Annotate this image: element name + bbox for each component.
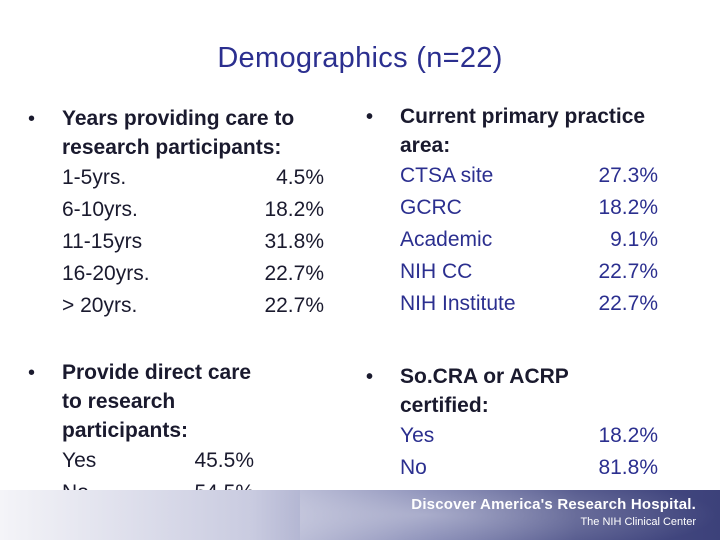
certification-block: • So.CRA or ACRP certified: Yes 18.2% No 8… — [366, 362, 658, 484]
years-heading-line: • Years providing care to research parti… — [28, 104, 324, 162]
list-item: 1-5yrs. 4.5% — [28, 162, 324, 194]
list-item: GCRC 18.2% — [366, 192, 658, 224]
list-item: No 81.8% — [366, 452, 658, 484]
list-item: > 20yrs. 22.7% — [28, 290, 324, 322]
row-value: 22.7% — [598, 260, 658, 283]
list-item: 16-20yrs. 22.7% — [28, 258, 324, 290]
certification-heading: So.CRA or ACRP certified: — [400, 365, 569, 417]
row-label: CTSA site — [400, 164, 494, 187]
list-item: Yes 45.5% — [28, 445, 254, 477]
row-value: 81.8% — [598, 456, 658, 479]
list-item: Yes 18.2% — [366, 420, 658, 452]
list-item: NIH Institute 22.7% — [366, 288, 658, 320]
bullet-icon: • — [366, 106, 374, 128]
row-value: 9.1% — [610, 228, 658, 251]
row-value: 31.8% — [264, 230, 324, 253]
row-value: 45.5% — [194, 449, 254, 472]
row-label: 1-5yrs. — [62, 166, 127, 189]
list-item: 11-15yrs 31.8% — [28, 226, 324, 258]
row-label: NIH CC — [400, 260, 473, 283]
row-label: Yes — [400, 424, 435, 447]
practice-heading-line: • Current primary practice area: — [366, 102, 658, 160]
footer-tagline-group: Discover America's Research Hospital. Th… — [411, 496, 696, 528]
row-value: 27.3% — [598, 164, 658, 187]
direct-care-heading-line: • Provide direct care to research partic… — [28, 358, 254, 445]
row-label: Yes — [62, 449, 97, 472]
row-value: 18.2% — [598, 196, 658, 219]
direct-care-block: • Provide direct care to research partic… — [28, 358, 254, 509]
practice-area-block: • Current primary practice area: CTSA si… — [366, 102, 658, 320]
footer-tagline: Discover America's Research Hospital. — [411, 496, 696, 513]
row-value: 22.7% — [264, 294, 324, 317]
row-value: 4.5% — [276, 166, 324, 189]
row-value: 18.2% — [264, 198, 324, 221]
list-item: NIH CC 22.7% — [366, 256, 658, 288]
row-label: GCRC — [400, 196, 462, 219]
bullet-icon: • — [366, 366, 374, 388]
row-label: 16-20yrs. — [62, 262, 150, 285]
row-label: > 20yrs. — [62, 294, 138, 317]
footer-subline: The NIH Clinical Center — [580, 516, 696, 528]
slide-title: Demographics (n=22) — [217, 42, 503, 74]
bullet-icon: • — [28, 108, 36, 130]
row-label: 11-15yrs — [62, 230, 143, 253]
row-label: 6-10yrs. — [62, 198, 138, 221]
list-item: Academic 9.1% — [366, 224, 658, 256]
practice-heading: Current primary practice area: — [400, 105, 646, 157]
footer-banner: Discover America's Research Hospital. Th… — [0, 490, 720, 540]
row-label: NIH Institute — [400, 292, 516, 315]
footer-glow — [300, 490, 720, 540]
row-label: No — [400, 456, 427, 479]
list-item: CTSA site 27.3% — [366, 160, 658, 192]
direct-care-heading: Provide direct care to research particip… — [62, 361, 252, 442]
row-value: 22.7% — [598, 292, 658, 315]
row-value: 22.7% — [264, 262, 324, 285]
years-providing-care-block: • Years providing care to research parti… — [28, 104, 324, 322]
row-label: Academic — [400, 228, 493, 251]
bullet-icon: • — [28, 362, 36, 384]
list-item: 6-10yrs. 18.2% — [28, 194, 324, 226]
years-heading: Years providing care to research partici… — [62, 107, 295, 159]
row-value: 18.2% — [598, 424, 658, 447]
certification-heading-line: • So.CRA or ACRP certified: — [366, 362, 658, 420]
